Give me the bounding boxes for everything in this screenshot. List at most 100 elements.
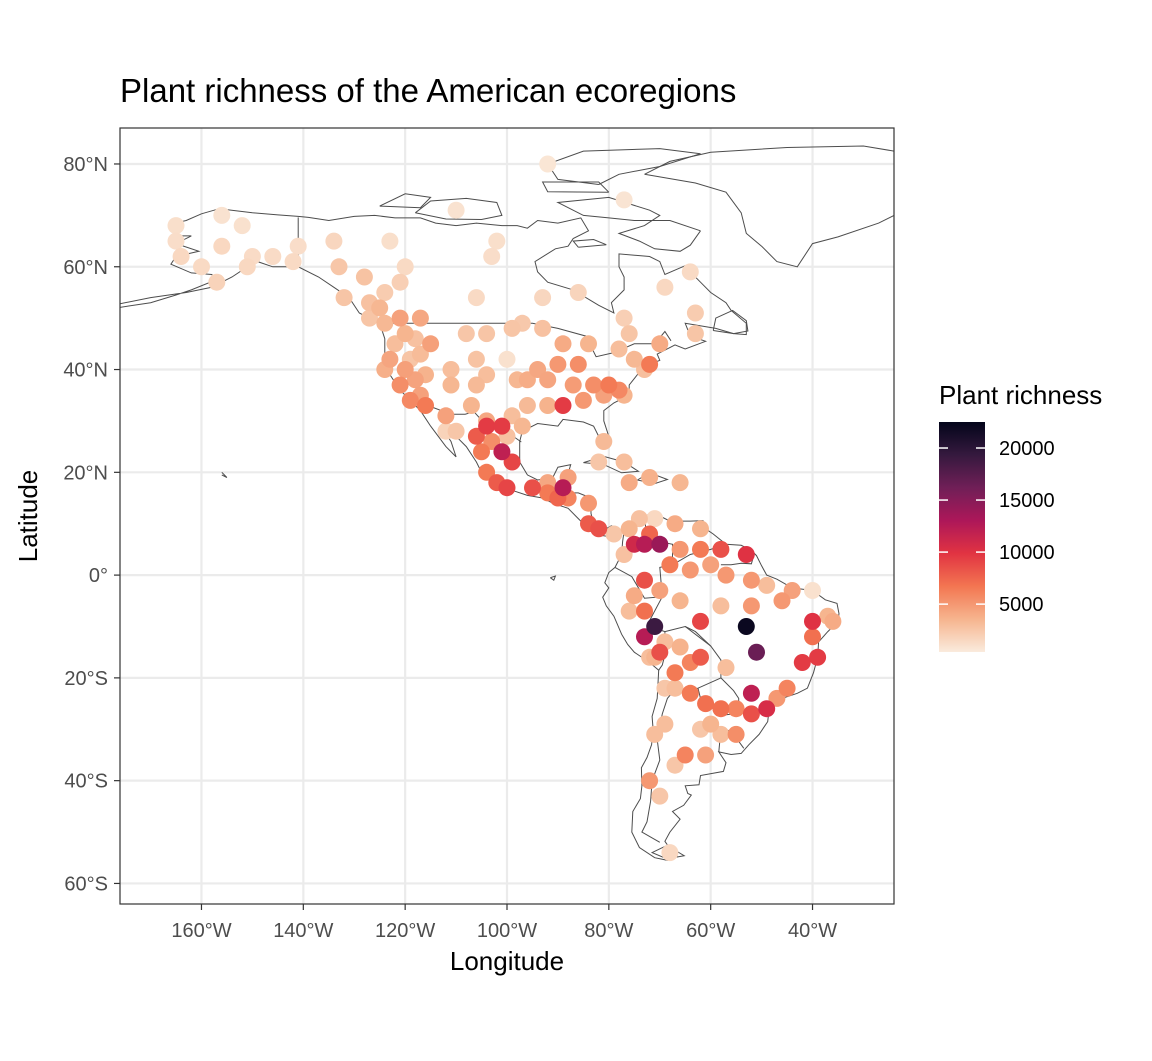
y-axis-ticks: 80°N 60°N 40°N 20°N 0° 20°S 40°S 60°S [63,154,120,895]
richness-point [804,582,821,599]
richness-point [554,479,572,497]
richness-point [539,371,557,389]
richness-point [778,679,796,697]
y-tick-label: 40°N [63,360,108,382]
x-tick-label: 40°W [788,920,837,942]
y-tick-label: 80°N [63,154,108,176]
newfoundland-coast [712,309,749,335]
richness-point [411,309,429,327]
y-tick-label: 60°N [63,257,108,279]
color-legend: Plant richness 5000 10000 15000 20000 [939,380,1102,652]
richness-point [580,335,597,353]
richness-point [773,592,791,610]
richness-point [264,248,282,265]
richness-point [437,407,455,425]
richness-point [666,664,684,682]
richness-point [325,232,343,250]
richness-point [615,453,633,471]
richness-point [467,376,485,394]
richness-point [381,232,399,250]
richness-point [651,335,669,353]
richness-point [569,284,587,301]
richness-point [666,679,684,697]
south-america-border-6 [684,626,712,647]
y-tick-label: 20°S [64,668,108,690]
richness-point [671,474,689,492]
richness-point [473,443,490,461]
richness-point [661,844,679,862]
richness-point [401,391,419,409]
richness-point [193,258,210,276]
richness-point [396,361,414,378]
richness-point [549,355,567,373]
x-tick-label: 160°W [171,920,231,942]
richness-point [554,397,572,414]
richness-point [167,232,185,250]
richness-point [371,299,389,317]
richness-point [417,397,434,414]
richness-point [600,376,618,394]
greenland-coast [644,145,894,268]
richness-point [467,350,485,368]
richness-point [518,397,536,414]
richness-point [396,258,414,276]
x-tick-label: 60°W [686,920,735,942]
richness-point [742,597,760,615]
richness-point [641,469,659,486]
richness-point [620,474,638,492]
richness-point [493,443,511,461]
southampton-island-coast [572,238,607,248]
x-tick-label: 120°W [375,920,435,942]
richness-point [391,309,409,327]
richness-point [758,576,776,594]
richness-point [610,340,628,358]
richness-point [646,618,664,635]
y-axis-label: Latitude [13,470,43,563]
banks-island-coast [379,193,432,209]
richness-point [742,684,760,702]
x-axis-label: Longitude [450,946,564,976]
richness-point [681,263,699,281]
legend-tick-label: 10000 [999,542,1055,564]
y-tick-label: 20°N [63,462,108,484]
richness-point [376,284,394,301]
galapagos-islands [550,575,557,581]
richness-point [503,319,521,337]
richness-point [478,325,496,343]
richness-point [574,391,592,409]
richness-point [681,684,699,702]
richness-point [737,546,755,563]
richness-point [330,258,348,276]
richness-point [737,618,755,635]
richness-point [615,309,633,327]
richness-point [284,253,302,271]
richness-point [636,535,653,553]
richness-point [447,422,465,440]
richness-point [513,417,531,435]
richness-point [651,535,669,553]
richness-point [488,232,506,250]
richness-point [442,361,460,378]
richness-point [233,217,251,235]
richness-point [727,700,745,718]
richness-point [804,612,821,630]
chart-title: Plant richness of the American ecoregion… [120,72,736,109]
richness-point [697,695,715,713]
richness-point [651,582,669,599]
richness-points [167,155,842,862]
richness-point [702,556,720,574]
richness-point [758,700,776,718]
richness-point [167,217,185,235]
richness-point [213,206,231,224]
richness-point [213,237,231,255]
richness-point [646,725,664,743]
richness-point [335,289,353,307]
richness-point [620,520,638,538]
richness-point [625,587,643,605]
richness-point [462,397,480,414]
victoria-island-coast [414,197,503,221]
richness-point [620,602,638,620]
richness-point [641,772,659,790]
richness-point [651,787,669,805]
